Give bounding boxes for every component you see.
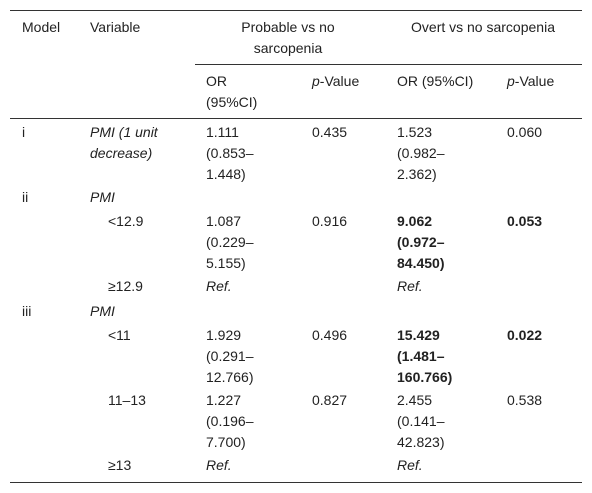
cell: 0.435 [312,124,348,140]
cell: 1.929 (0.291–12.766) [206,327,254,385]
cell: PMI [90,189,115,205]
rule [10,482,582,483]
header: p-Value [312,73,360,89]
cell: 0.053 [507,213,543,229]
cell: 15.429 (1.481–160.766) [397,327,453,385]
cell: <12.9 [108,213,144,229]
header: Probable vs no sarcopenia [241,19,335,56]
cell: 1.111 (0.853–1.448) [206,124,254,182]
cell: ii [22,189,29,205]
cell: <11 [108,327,131,343]
header: Model [22,19,61,35]
cell: Ref. [397,278,423,294]
cell: Ref. [206,457,232,473]
header: Overt vs no sarcopenia [411,19,555,35]
cell: 0.060 [507,124,543,140]
cell: 0.916 [312,213,348,229]
cell: PMI [90,303,115,319]
header: OR (95%CI) [206,73,258,110]
cell: 0.538 [507,392,543,408]
rule [10,118,582,119]
header: p-Value [507,73,555,89]
rule [10,10,582,11]
cell: 2.455 (0.141–42.823) [397,392,445,450]
header: Variable [90,19,141,35]
cell: ≥13 [108,457,132,473]
cell: Ref. [206,278,232,294]
cell: 1.227 (0.196–7.700) [206,392,254,450]
cell: 0.022 [507,327,543,343]
cell: 0.496 [312,327,348,343]
cell: ≥12.9 [108,278,143,294]
cell: 11–13 [108,392,146,408]
cell: i [22,124,26,140]
cell: 9.062 (0.972–84.450) [397,213,445,271]
cell: 1.087 (0.229–5.155) [206,213,254,271]
cell: iii [22,303,32,319]
cell: 0.827 [312,392,348,408]
cell: PMI (1 unit decrease) [90,124,158,161]
cell: 1.523 (0.982–2.362) [397,124,445,182]
cell: Ref. [397,457,423,473]
header: OR (95%CI) [397,73,474,89]
rule [195,64,582,65]
